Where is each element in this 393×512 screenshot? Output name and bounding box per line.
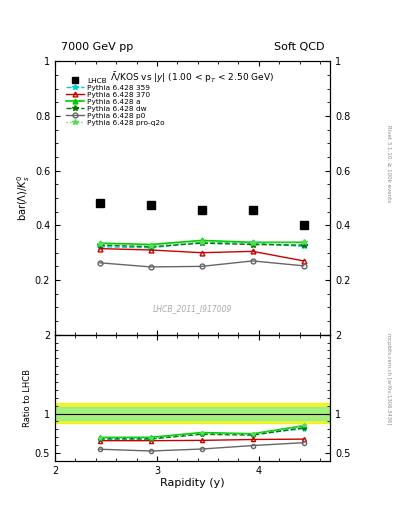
Pythia 6.428 pro-q2o [97,241,102,247]
Pythia 6.428 p0 [301,263,306,269]
Pythia 6.428 370 [199,250,204,256]
Pythia 6.428 pro-q2o [149,243,153,249]
LHCB [97,200,102,206]
Pythia 6.428 p0 [199,263,204,269]
Line: Pythia 6.428 a: Pythia 6.428 a [97,238,306,247]
Pythia 6.428 359 [250,240,255,246]
Pythia 6.428 dw [250,242,255,248]
Pythia 6.428 a [97,240,102,246]
Y-axis label: Ratio to LHCB: Ratio to LHCB [23,369,32,426]
Bar [55,407,330,420]
Pythia 6.428 dw [149,244,153,250]
Pythia 6.428 370 [250,248,255,254]
LHCB [301,222,306,228]
Legend: LHCB, Pythia 6.428 359, Pythia 6.428 370, Pythia 6.428 a, Pythia 6.428 dw, Pythi: LHCB, Pythia 6.428 359, Pythia 6.428 370… [64,76,166,127]
Text: mcplots.cern.ch [arXiv:1306.3436]: mcplots.cern.ch [arXiv:1306.3436] [386,333,391,424]
X-axis label: Rapidity (y): Rapidity (y) [160,478,225,488]
Pythia 6.428 370 [97,246,102,252]
Pythia 6.428 pro-q2o [301,239,306,245]
Text: $\bar{\Lambda}$/KOS vs $|y|$ (1.00 < p$_T$ < 2.50 GeV): $\bar{\Lambda}$/KOS vs $|y|$ (1.00 < p$_… [110,70,275,84]
Text: 7000 GeV pp: 7000 GeV pp [61,42,133,52]
Pythia 6.428 359 [149,245,153,251]
Text: Soft QCD: Soft QCD [274,42,325,52]
Pythia 6.428 370 [149,247,153,253]
Pythia 6.428 pro-q2o [199,239,204,245]
Pythia 6.428 p0 [250,258,255,264]
Line: LHCB: LHCB [95,199,308,229]
Pythia 6.428 p0 [97,260,102,266]
Pythia 6.428 a [250,239,255,245]
Line: Pythia 6.428 359: Pythia 6.428 359 [97,240,307,250]
Pythia 6.428 359 [97,244,102,250]
Pythia 6.428 a [149,242,153,248]
Pythia 6.428 p0 [149,264,153,270]
Line: Pythia 6.428 pro-q2o: Pythia 6.428 pro-q2o [97,239,307,249]
Line: Pythia 6.428 dw: Pythia 6.428 dw [97,240,307,249]
Pythia 6.428 359 [199,239,204,245]
LHCB [149,202,153,208]
Pythia 6.428 dw [199,240,204,246]
Pythia 6.428 a [301,239,306,245]
Line: Pythia 6.428 p0: Pythia 6.428 p0 [97,259,306,269]
Pythia 6.428 pro-q2o [250,240,255,246]
Pythia 6.428 370 [301,258,306,264]
LHCB [250,207,255,214]
Line: Pythia 6.428 370: Pythia 6.428 370 [97,246,306,263]
Text: LHCB_2011_I917009: LHCB_2011_I917009 [153,304,232,313]
Pythia 6.428 dw [97,242,102,248]
LHCB [199,207,204,214]
Text: Rivet 3.1.10, ≥ 100k events: Rivet 3.1.10, ≥ 100k events [386,125,391,202]
Pythia 6.428 a [199,238,204,244]
Y-axis label: bar($\Lambda$)/$K_s^0$: bar($\Lambda$)/$K_s^0$ [15,175,32,222]
Pythia 6.428 359 [301,243,306,249]
Pythia 6.428 dw [301,242,306,248]
Bar [55,403,330,423]
